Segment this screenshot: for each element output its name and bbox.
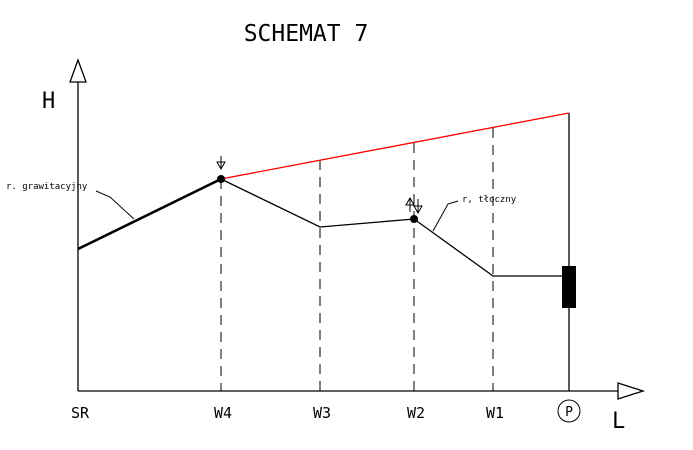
pressure-annotation: r, tłoczny <box>462 195 517 205</box>
label-w3: W3 <box>313 404 331 422</box>
node-w2 <box>410 215 418 223</box>
pressure-pipe-line <box>220 178 569 277</box>
pressure-leader-line <box>432 200 459 232</box>
red-line <box>220 112 570 180</box>
gravity-annotation: r. grawitacyjny <box>6 182 88 192</box>
node-w4 <box>217 175 225 183</box>
label-sr: SR <box>71 404 90 422</box>
diagram-title: SCHEMAT 7 <box>244 21 369 47</box>
label-w4: W4 <box>214 404 232 422</box>
label-w1: W1 <box>486 404 504 422</box>
gravity-pipe-line <box>77 177 222 251</box>
x-axis-arrow <box>617 382 646 400</box>
y-axis-arrow <box>69 58 87 83</box>
y-axis-label: H <box>42 89 55 114</box>
pump-block <box>562 266 576 308</box>
label-w2: W2 <box>407 404 425 422</box>
gravity-leader-line <box>95 190 135 220</box>
down-arrow-icon <box>216 156 226 171</box>
up-down-arrows-icon <box>405 196 423 215</box>
label-p: P <box>565 405 573 420</box>
pump-label-circle <box>557 399 581 423</box>
x-axis-label: L <box>612 409 625 434</box>
